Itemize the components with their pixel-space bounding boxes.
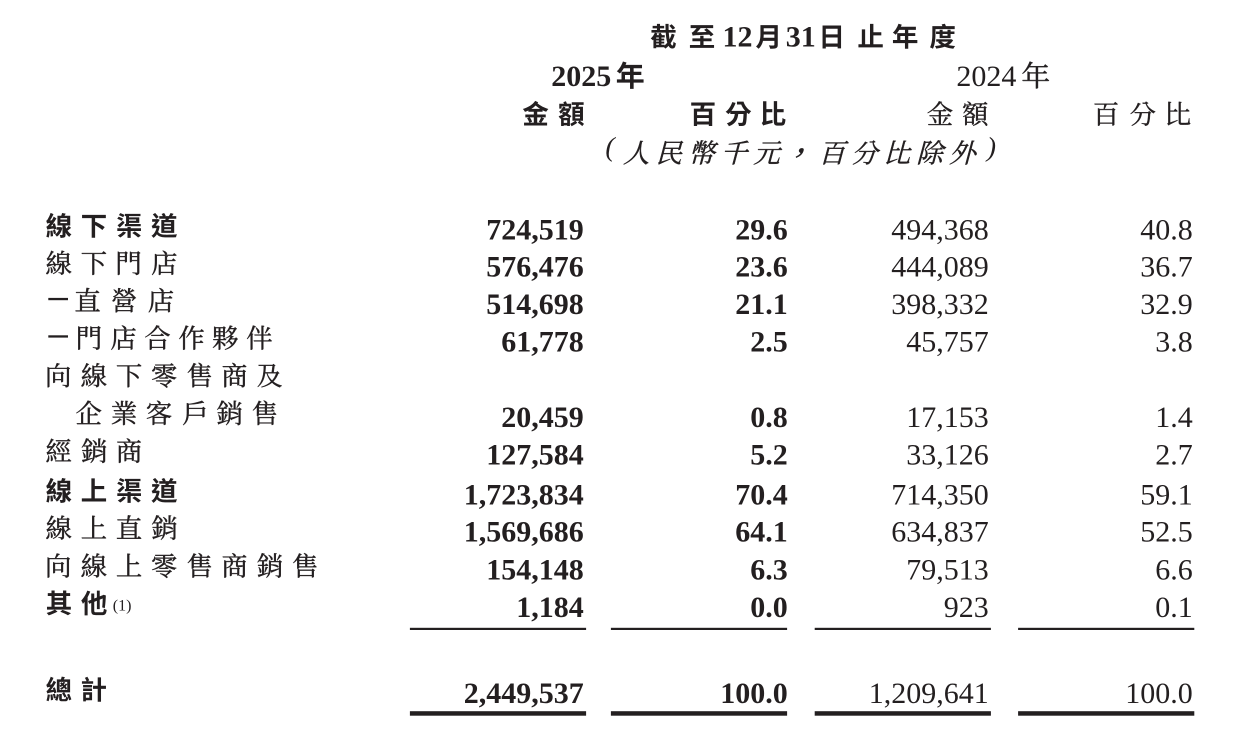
svg-text:0.8: 0.8 (750, 401, 788, 434)
svg-text:0.1: 0.1 (1155, 591, 1193, 624)
svg-text:(: ( (605, 132, 616, 163)
svg-text:59.1: 59.1 (1140, 478, 1193, 511)
svg-text:724,519: 724,519 (486, 213, 584, 246)
svg-text:2024: 2024 (956, 60, 1016, 93)
svg-text:494,368: 494,368 (891, 213, 989, 246)
svg-text:154,148: 154,148 (486, 553, 584, 586)
svg-text:45,757: 45,757 (906, 326, 989, 359)
svg-text:2,449,537: 2,449,537 (464, 677, 584, 710)
svg-text:32.9: 32.9 (1140, 288, 1193, 321)
svg-text:12: 12 (723, 20, 753, 53)
svg-text:1.4: 1.4 (1155, 401, 1193, 434)
svg-text:31: 31 (786, 20, 816, 53)
svg-text:64.1: 64.1 (735, 516, 788, 549)
svg-text:634,837: 634,837 (891, 516, 989, 549)
svg-text:3.8: 3.8 (1155, 326, 1193, 359)
svg-text:514,698: 514,698 (486, 288, 584, 321)
svg-text:52.5: 52.5 (1140, 516, 1193, 549)
svg-text:20,459: 20,459 (501, 401, 584, 434)
svg-text:0.0: 0.0 (750, 591, 788, 624)
svg-text:923: 923 (944, 591, 989, 624)
svg-text:): ) (985, 132, 996, 163)
svg-text:1,184: 1,184 (516, 591, 584, 624)
svg-text:576,476: 576,476 (486, 251, 584, 284)
svg-text:100.0: 100.0 (1125, 677, 1193, 710)
svg-text:127,584: 127,584 (486, 439, 584, 472)
svg-text:17,153: 17,153 (906, 401, 989, 434)
svg-text:6.3: 6.3 (750, 553, 788, 586)
svg-text:1,723,834: 1,723,834 (464, 478, 584, 511)
svg-text:2.5: 2.5 (750, 326, 788, 359)
svg-text:6.6: 6.6 (1155, 553, 1193, 586)
svg-text:398,332: 398,332 (891, 288, 989, 321)
svg-text:23.6: 23.6 (735, 251, 788, 284)
svg-text:33,126: 33,126 (906, 439, 989, 472)
svg-text:100.0: 100.0 (720, 677, 788, 710)
svg-text:444,089: 444,089 (891, 251, 989, 284)
svg-text:29.6: 29.6 (735, 213, 788, 246)
svg-text:714,350: 714,350 (891, 478, 989, 511)
svg-text:1,569,686: 1,569,686 (464, 516, 584, 549)
svg-text:70.4: 70.4 (735, 478, 788, 511)
svg-text:1,209,641: 1,209,641 (869, 677, 989, 710)
svg-text:61,778: 61,778 (501, 326, 584, 359)
svg-text:79,513: 79,513 (906, 553, 989, 586)
svg-text:2.7: 2.7 (1155, 439, 1193, 472)
svg-text:2025: 2025 (551, 60, 611, 93)
svg-text:5.2: 5.2 (750, 439, 788, 472)
svg-text:21.1: 21.1 (735, 288, 788, 321)
svg-text:36.7: 36.7 (1140, 251, 1193, 284)
svg-text:40.8: 40.8 (1140, 213, 1193, 246)
svg-text:(1): (1) (113, 598, 132, 615)
